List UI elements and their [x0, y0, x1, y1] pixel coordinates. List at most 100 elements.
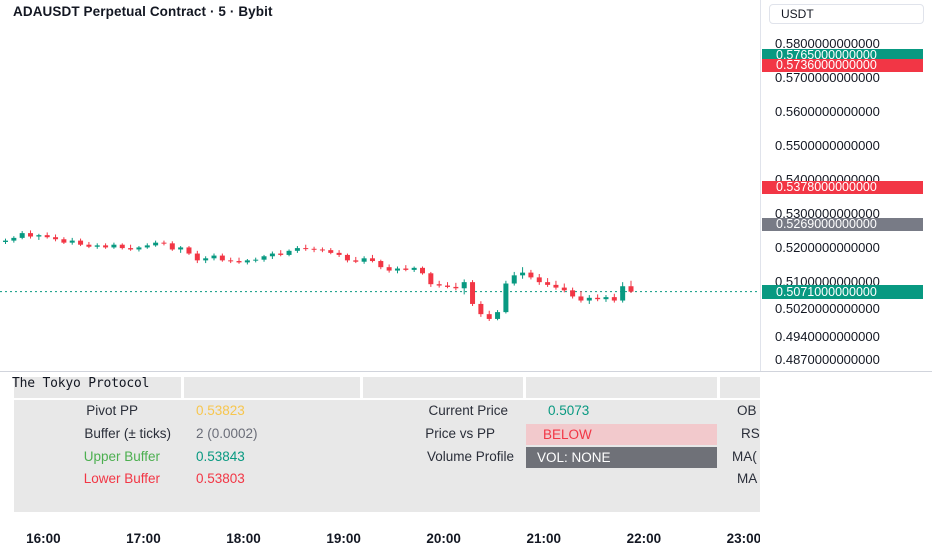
candle: [128, 244, 134, 251]
buffer-label: Buffer (± ticks): [84, 426, 171, 441]
pane-divider[interactable]: [0, 371, 932, 372]
chart-area[interactable]: ADAUSDT Perpetual Contract · 5 · Bybit: [0, 0, 760, 372]
candle: [53, 234, 59, 242]
ma-label-1: MA(: [732, 449, 757, 464]
candle: [394, 266, 400, 274]
currency-selector[interactable]: USDT: [769, 4, 924, 24]
candle: [78, 238, 84, 247]
candle: [286, 249, 292, 257]
price-tick-label: 0.5800000000000: [775, 35, 880, 51]
candle: [219, 253, 225, 262]
current-price-value: 0.5073: [548, 403, 590, 418]
price-tag: 0.5378000000000: [762, 180, 923, 194]
candle: [353, 256, 359, 264]
candle: [3, 238, 8, 245]
volume-profile-label: Volume Profile: [426, 449, 514, 464]
candle: [244, 258, 250, 265]
candle: [186, 246, 192, 255]
lower-buffer-value: 0.53803: [196, 471, 245, 486]
candle: [461, 279, 467, 295]
candle: [311, 246, 317, 253]
table-header-cell: [363, 377, 523, 398]
candle: [570, 287, 576, 299]
candle: [628, 280, 634, 294]
price-tick-label: 0.5300000000000: [775, 206, 880, 222]
upper-buffer-label: Upper Buffer: [83, 449, 160, 464]
candle: [578, 291, 584, 303]
price-scale[interactable]: USDT 0.5800000000000 0.5700000000000 0.560…: [760, 0, 932, 372]
symbol-title[interactable]: ADAUSDT Perpetual Contract · 5 · Bybit: [13, 4, 273, 19]
candle: [428, 271, 434, 287]
candle: [503, 280, 509, 314]
candle: [28, 230, 34, 239]
candle: [203, 256, 209, 264]
candlestick-chart[interactable]: [0, 0, 760, 372]
candle: [211, 253, 217, 261]
time-tick-label: 21:00: [526, 531, 562, 546]
table-header-cell: [526, 377, 717, 398]
price-tick-label: 0.5500000000000: [775, 137, 880, 153]
candle: [411, 266, 417, 272]
axis-corner: [760, 372, 932, 550]
time-tick-label: 22:00: [626, 531, 662, 546]
candle: [611, 293, 617, 303]
candle: [111, 242, 117, 249]
candle: [236, 257, 242, 264]
candle: [545, 278, 551, 287]
price-tick-label: 0.5200000000000: [775, 240, 880, 256]
candle: [194, 250, 200, 264]
time-tick-label: 17:00: [126, 531, 161, 546]
pivot-pp-value: 0.53823: [196, 403, 245, 418]
ob-label: OB: [737, 403, 757, 418]
indicator-table-body: Pivot PP 0.53823 Buffer (± ticks) 2 (0.0…: [14, 400, 760, 512]
candle: [261, 254, 267, 262]
candle: [486, 310, 492, 321]
candle: [303, 244, 309, 251]
table-header-cell: [720, 377, 760, 398]
rs-label: RS: [741, 426, 760, 441]
volume-profile-badge: VOL: NONE: [526, 447, 717, 468]
time-tick-label: 18:00: [226, 531, 261, 546]
time-tick-label: 19:00: [326, 531, 361, 546]
time-tick-label: 23:00: [726, 531, 762, 546]
candle: [119, 243, 125, 250]
candle: [369, 254, 375, 263]
time-axis[interactable]: 16:00 17:00 18:00 19:00 20:00 21:00 22:00 23:00: [0, 512, 762, 550]
price-tick-label: 0.4870000000000: [775, 352, 880, 368]
candle: [378, 259, 384, 270]
time-tick-label: 20:00: [426, 531, 461, 546]
candle: [61, 237, 67, 245]
candle: [595, 294, 601, 302]
candle: [36, 233, 42, 240]
price-tag: 0.5765000000000: [762, 49, 923, 63]
candle: [144, 243, 150, 249]
price-tick-label: 0.5100000000000: [775, 274, 880, 290]
candle: [344, 253, 350, 263]
candle: [319, 247, 325, 253]
price-tag: 0.5071000000000: [762, 285, 923, 299]
candle: [294, 246, 300, 253]
candle: [403, 265, 409, 272]
candle: [561, 283, 567, 293]
candle: [94, 243, 100, 249]
candle: [445, 282, 451, 289]
candle: [161, 240, 167, 246]
candle: [495, 310, 501, 321]
indicator-title[interactable]: The Tokyo Protocol: [12, 376, 150, 391]
candle: [420, 266, 425, 275]
candle: [511, 271, 517, 286]
candle: [470, 280, 476, 306]
candle: [136, 246, 142, 252]
table-header-cell: [184, 377, 360, 398]
candle: [86, 241, 92, 249]
price-tag: 0.5269000000000: [762, 218, 923, 232]
ma-label-2: MA: [737, 471, 758, 486]
candle: [586, 295, 592, 304]
candle: [103, 243, 109, 249]
price-vs-pp-badge: BELOW: [526, 424, 717, 445]
candle: [336, 250, 342, 257]
price-tick-label: 0.5020000000000: [775, 301, 880, 317]
candle: [603, 295, 609, 302]
buffer-value: 2 (0.0002): [196, 426, 258, 441]
candle: [453, 282, 459, 291]
